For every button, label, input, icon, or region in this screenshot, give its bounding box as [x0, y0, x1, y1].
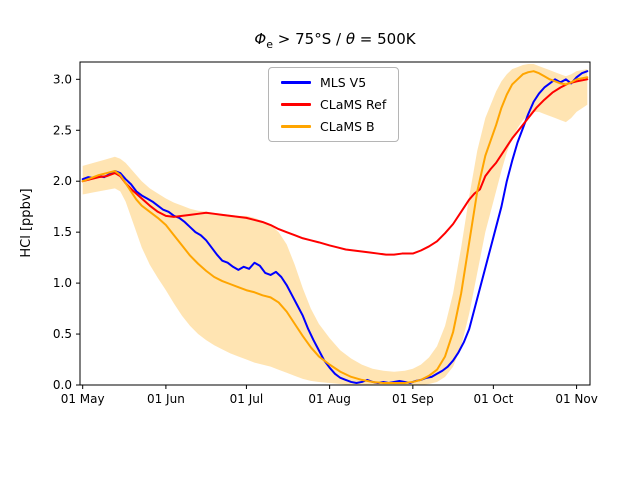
series-line-1: [81, 78, 589, 256]
x-tick-label: 01 Nov: [555, 392, 598, 406]
title-end: = 500K: [355, 30, 416, 48]
phi-subscript: e: [266, 38, 273, 51]
x-tick-label: 01 Jul: [230, 392, 264, 406]
legend-line-mls-v5: [281, 81, 311, 84]
x-tick-label: 01 Oct: [473, 392, 513, 406]
legend-item-mls-v5: MLS V5: [281, 75, 386, 90]
legend-line-clams-b: [281, 125, 311, 128]
y-tick-label: 1.5: [53, 225, 72, 239]
chart-title: Φe > 75°S / θ = 500K: [80, 30, 590, 51]
title-mid: > 75°S /: [273, 30, 346, 48]
legend: MLS V5 CLaMS Ref CLaMS B: [268, 67, 400, 142]
x-tick-label: 01 Jun: [147, 392, 185, 406]
y-tick-label: 0.5: [53, 327, 72, 341]
x-tick-label: 01 Sep: [392, 392, 434, 406]
axes-frame: [79, 61, 591, 386]
y-tick-label: 3.0: [53, 72, 72, 86]
y-tick-label: 1.0: [53, 276, 72, 290]
legend-line-clams-ref: [281, 103, 311, 106]
theta-symbol: θ: [345, 30, 355, 48]
y-tick-label: 2.0: [53, 174, 72, 188]
y-tick-label: 2.5: [53, 123, 72, 137]
legend-label-mls-v5: MLS V5: [320, 75, 367, 90]
legend-item-clams-b: CLaMS B: [281, 119, 386, 134]
series-line-0: [81, 70, 589, 384]
series-line-2: [81, 70, 589, 384]
legend-label-clams-b: CLaMS B: [320, 119, 375, 134]
legend-item-clams-ref: CLaMS Ref: [281, 97, 386, 112]
legend-label-clams-ref: CLaMS Ref: [320, 97, 387, 112]
phi-symbol: Φ: [254, 30, 267, 48]
x-tick-label: 01 May: [61, 392, 105, 406]
uncertainty-band: [82, 64, 588, 386]
x-tick-label: 01 Aug: [308, 392, 351, 406]
y-tick-label: 0.0: [53, 378, 72, 392]
